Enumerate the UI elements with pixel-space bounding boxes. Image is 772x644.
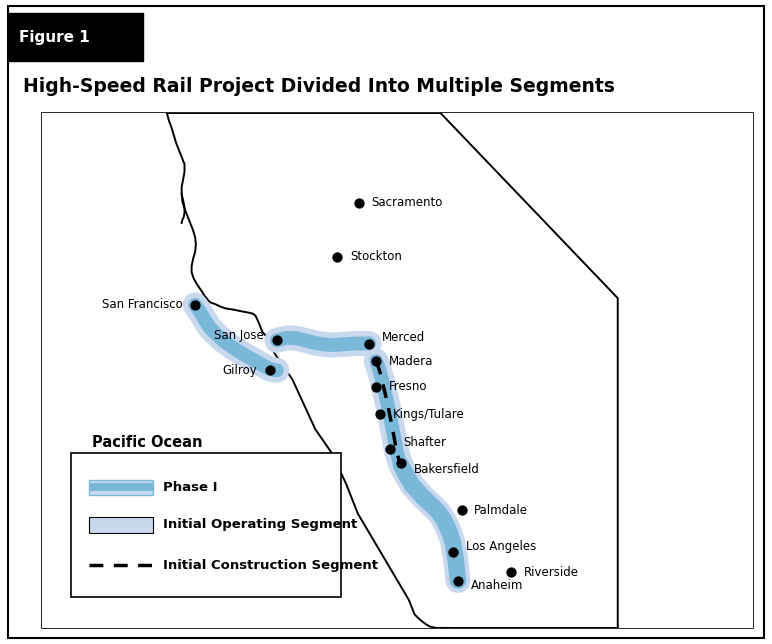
Point [263,365,276,375]
Point [271,336,283,346]
Text: Fresno: Fresno [389,381,428,393]
Text: Kings/Tulare: Kings/Tulare [393,408,465,421]
Text: Gilroy: Gilroy [222,364,257,377]
Text: Stockton: Stockton [350,251,402,263]
Text: Sacramento: Sacramento [371,196,442,209]
Text: Riverside: Riverside [524,566,579,579]
Bar [71,453,340,597]
Text: Palmdale: Palmdale [474,504,528,517]
Text: Figure 1: Figure 1 [19,30,90,45]
Point [384,444,397,454]
Bar [89,480,153,495]
Point [189,299,201,310]
Text: Phase I: Phase I [163,481,218,494]
Text: Bakersfield: Bakersfield [414,463,479,476]
Point [370,382,382,392]
Text: Initial Operating Segment: Initial Operating Segment [163,518,357,531]
Point [331,252,344,262]
Bar [89,517,153,533]
Text: High-Speed Rail Project Divided Into Multiple Segments: High-Speed Rail Project Divided Into Mul… [23,77,615,97]
Point [455,506,468,516]
Bar [8,13,143,61]
Point [505,567,517,578]
Text: Merced: Merced [382,331,425,344]
Bar [42,113,753,628]
Point [395,458,408,468]
Text: San Jose: San Jose [215,329,264,342]
Text: Initial Construction Segment: Initial Construction Segment [163,559,378,572]
Point [447,547,459,557]
Point [452,575,464,585]
Text: Anaheim: Anaheim [471,579,523,592]
Text: Shafter: Shafter [403,436,446,449]
Bar [89,483,153,491]
Text: San Francisco: San Francisco [102,298,182,311]
Point [352,198,364,208]
Text: Madera: Madera [389,355,433,368]
Point [370,356,382,366]
Point [374,409,386,419]
Point [363,338,375,348]
Text: Pacific Ocean: Pacific Ocean [92,435,203,450]
Text: Los Angeles: Los Angeles [466,540,536,553]
